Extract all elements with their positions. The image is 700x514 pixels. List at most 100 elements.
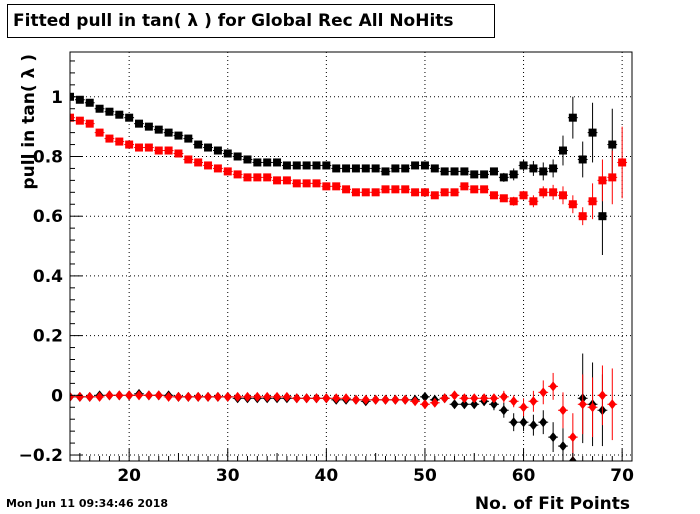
series-group <box>70 92 628 461</box>
data-point <box>381 167 390 176</box>
data-point <box>95 128 104 137</box>
data-point <box>539 167 548 176</box>
data-point <box>430 164 439 173</box>
data-point <box>401 185 410 194</box>
data-point <box>194 140 203 149</box>
data-point <box>253 158 262 167</box>
data-point <box>539 417 548 428</box>
data-point <box>223 167 232 176</box>
data-point <box>184 134 193 143</box>
data-point <box>105 134 114 143</box>
data-point <box>568 432 577 443</box>
data-point <box>144 122 153 131</box>
data-point <box>204 391 213 402</box>
series-1 <box>70 92 618 256</box>
data-point <box>371 188 380 197</box>
data-point <box>420 391 429 402</box>
series-2 <box>70 113 628 226</box>
data-point <box>549 188 558 197</box>
data-point <box>588 197 597 206</box>
data-point <box>558 441 567 452</box>
data-point <box>164 391 173 402</box>
data-point <box>608 140 617 149</box>
data-point <box>549 432 558 443</box>
data-point <box>549 381 558 392</box>
x-tick-label: 50 <box>413 466 437 486</box>
data-point <box>361 394 370 405</box>
data-point <box>608 173 617 182</box>
data-point <box>460 393 469 404</box>
x-axis-title: No. of Fit Points <box>475 494 630 514</box>
data-point <box>135 143 144 152</box>
data-point <box>75 391 84 402</box>
data-point <box>460 182 469 191</box>
data-point <box>480 185 489 194</box>
data-point <box>273 158 282 167</box>
data-point <box>70 113 74 122</box>
data-point <box>322 182 331 191</box>
data-point <box>233 152 242 161</box>
data-point <box>115 390 124 401</box>
data-point <box>430 191 439 200</box>
data-point <box>223 391 232 402</box>
data-point <box>391 394 400 405</box>
data-point <box>430 397 439 408</box>
data-point <box>312 393 321 404</box>
data-point <box>154 146 163 155</box>
plot-frame <box>69 51 633 462</box>
data-point <box>381 394 390 405</box>
data-point <box>371 164 380 173</box>
data-point <box>558 405 567 416</box>
data-point <box>411 396 420 407</box>
axis-ticks: 20 30 40 50 60 70 −0.2 0 0.2 0.4 0.6 0.8 1 <box>19 60 634 486</box>
data-point <box>529 164 538 173</box>
data-point <box>125 113 134 122</box>
data-point <box>85 98 94 107</box>
data-point <box>174 149 183 158</box>
data-point <box>135 390 144 401</box>
data-point <box>75 95 84 104</box>
data-point <box>292 393 301 404</box>
data-point <box>558 191 567 200</box>
data-point <box>440 393 449 404</box>
data-point <box>519 417 528 428</box>
data-point <box>529 396 538 407</box>
x-tick-label: 20 <box>117 466 141 486</box>
data-point <box>351 164 360 173</box>
data-point <box>322 161 331 170</box>
data-point <box>440 167 449 176</box>
data-point <box>420 188 429 197</box>
data-point <box>204 143 213 152</box>
data-point <box>125 140 134 149</box>
data-point <box>105 107 114 116</box>
data-point <box>70 391 74 402</box>
data-point <box>282 176 291 185</box>
data-point <box>588 402 597 413</box>
data-point <box>420 161 429 170</box>
data-point <box>292 179 301 188</box>
data-point <box>312 179 321 188</box>
data-point <box>499 391 508 402</box>
data-point <box>509 197 518 206</box>
data-point <box>95 104 104 113</box>
data-point <box>489 191 498 200</box>
grid <box>70 52 632 461</box>
data-point <box>401 164 410 173</box>
data-point <box>144 143 153 152</box>
data-point <box>154 125 163 134</box>
data-point <box>440 188 449 197</box>
data-point <box>115 137 124 146</box>
data-point <box>273 176 282 185</box>
data-point <box>371 394 380 405</box>
data-point <box>95 391 104 402</box>
data-point <box>75 116 84 125</box>
data-point <box>154 390 163 401</box>
data-point <box>470 399 479 410</box>
data-point <box>85 391 94 402</box>
y-tick-label: −0.2 <box>19 446 63 466</box>
data-point <box>608 399 617 410</box>
data-point <box>282 161 291 170</box>
data-point <box>312 161 321 170</box>
data-point <box>144 390 153 401</box>
